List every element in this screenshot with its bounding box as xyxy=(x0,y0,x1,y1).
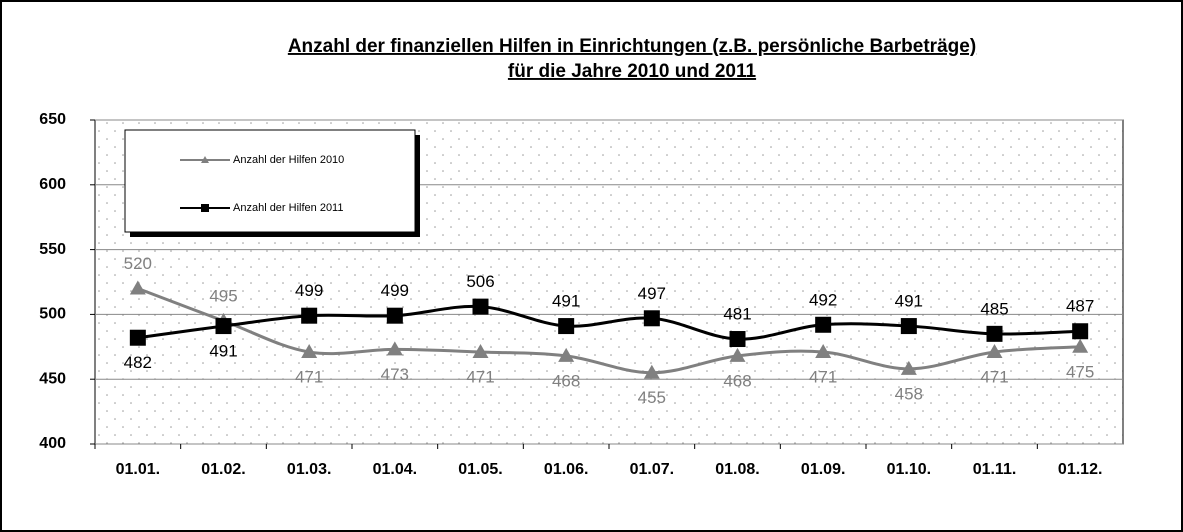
data-label: 520 xyxy=(124,254,152,273)
data-label: 468 xyxy=(552,371,580,390)
data-label: 497 xyxy=(638,284,666,303)
data-label: 491 xyxy=(895,292,923,311)
point xyxy=(815,316,832,333)
point xyxy=(215,318,232,335)
point xyxy=(729,347,746,362)
data-label: 471 xyxy=(466,367,494,386)
data-label: 495 xyxy=(209,286,237,305)
legend-label: Anzahl der Hilfen 2011 xyxy=(233,202,343,214)
data-label: 471 xyxy=(809,367,837,386)
point xyxy=(815,343,832,358)
point xyxy=(1072,323,1089,340)
point xyxy=(986,343,1003,358)
x-tick-label: 01.11. xyxy=(973,461,1017,478)
x-tick-label: 01.08. xyxy=(715,461,759,478)
data-label: 475 xyxy=(1066,362,1094,381)
data-label: 455 xyxy=(638,388,666,407)
legend-marker xyxy=(201,204,209,212)
y-tick-label: 650 xyxy=(39,111,66,128)
point xyxy=(900,318,917,335)
point xyxy=(986,325,1003,342)
data-label: 499 xyxy=(381,281,409,300)
point xyxy=(643,310,660,327)
data-label: 481 xyxy=(723,305,751,324)
data-label: 499 xyxy=(295,281,323,300)
x-tick-label: 01.01. xyxy=(116,461,160,478)
point xyxy=(558,318,575,335)
legend-label: Anzahl der Hilfen 2010 xyxy=(233,154,344,166)
point xyxy=(129,280,146,295)
data-label: 492 xyxy=(809,290,837,309)
point xyxy=(900,360,917,375)
data-label: 471 xyxy=(980,367,1008,386)
point xyxy=(729,331,746,348)
x-tick-label: 01.12. xyxy=(1058,461,1102,478)
legend-box xyxy=(124,129,416,233)
x-tick-label: 01.09. xyxy=(801,461,845,478)
y-tick-label: 600 xyxy=(39,176,66,193)
x-tick-label: 01.04. xyxy=(373,461,417,478)
data-label: 473 xyxy=(381,365,409,384)
point xyxy=(301,307,318,324)
y-tick-label: 500 xyxy=(39,306,66,323)
data-label: 458 xyxy=(895,384,923,403)
point xyxy=(386,341,403,356)
y-tick-label: 550 xyxy=(39,241,66,258)
legend-marker xyxy=(201,156,209,163)
point xyxy=(558,347,575,362)
x-tick-label: 01.03. xyxy=(287,461,331,478)
x-tick-label: 01.07. xyxy=(630,461,674,478)
y-tick-label: 450 xyxy=(39,370,66,387)
chart-title: Anzahl der finanziellen Hilfen in Einric… xyxy=(288,36,976,57)
data-label: 506 xyxy=(466,272,494,291)
y-tick-label: 400 xyxy=(39,435,66,452)
series-line xyxy=(137,287,1081,375)
point xyxy=(472,343,489,358)
point xyxy=(129,329,146,346)
point xyxy=(301,343,318,358)
data-label: 491 xyxy=(552,292,580,311)
x-tick-label: 01.05. xyxy=(458,461,502,478)
chart-subtitle: für die Jahre 2010 und 2011 xyxy=(508,61,757,82)
data-label: 482 xyxy=(124,353,152,372)
point xyxy=(643,364,660,379)
data-label: 468 xyxy=(723,371,751,390)
data-label: 491 xyxy=(209,342,237,361)
x-tick-label: 01.06. xyxy=(544,461,588,478)
data-label: 485 xyxy=(980,299,1008,318)
point xyxy=(1072,338,1089,353)
data-label: 471 xyxy=(295,367,323,386)
data-label: 487 xyxy=(1066,297,1094,316)
point xyxy=(472,298,489,315)
series-line xyxy=(137,304,1081,341)
x-tick-label: 01.10. xyxy=(887,461,931,478)
x-tick-label: 01.02. xyxy=(201,461,245,478)
point xyxy=(386,307,403,324)
